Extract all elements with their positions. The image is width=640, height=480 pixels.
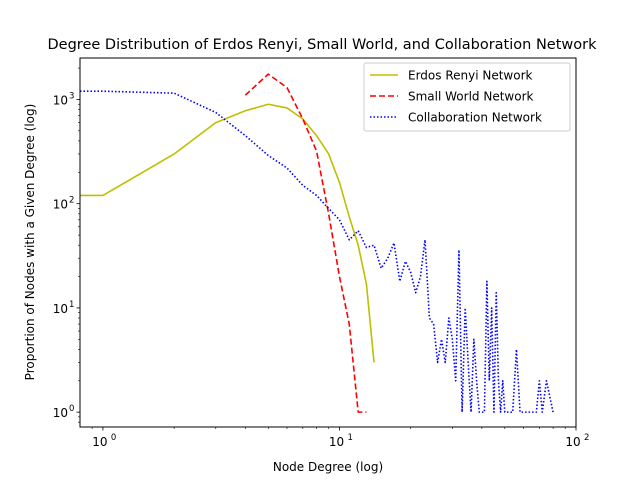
y-tick-exponent: 1 [69,300,74,310]
series-line-1 [244,73,367,413]
legend-label-1: Small World Network [408,90,534,104]
x-tick-exponent: 0 [111,433,116,443]
legend: Erdos Renyi Network Small World Network Co… [363,62,571,132]
x-tick-label: 10 [329,435,344,449]
x-tick-exponent: 2 [584,433,589,443]
y-tick-exponent: 0 [69,404,74,414]
y-tick-exponent: 3 [69,91,74,101]
y-tick-label: 10 [53,302,68,316]
legend-label-0: Erdos Renyi Network [408,69,533,83]
x-tick-label: 10 [92,435,107,449]
y-tick-label: 10 [53,198,68,212]
chart-title: Degree Distribution of Erdos Renyi, Smal… [48,37,598,53]
series-layer [80,73,554,413]
legend-box [363,62,571,132]
x-tick-label: 10 [565,435,580,449]
y-tick-label: 10 [53,406,68,420]
series-line-0 [80,103,375,363]
plot-frame [79,57,577,428]
y-tick-label: 10 [53,93,68,107]
x-tick-exponent: 1 [347,433,352,443]
y-tick-exponent: 2 [69,196,74,206]
legend-label-2: Collaboration Network [408,111,542,125]
x-axis-label: Node Degree (log) [273,460,383,474]
y-axis-label: Proportion of Nodes with a Given Degree … [23,104,37,381]
x-axis-ticks: 10 0 10 1 10 2 [91,427,589,449]
series-line-2 [80,90,554,413]
